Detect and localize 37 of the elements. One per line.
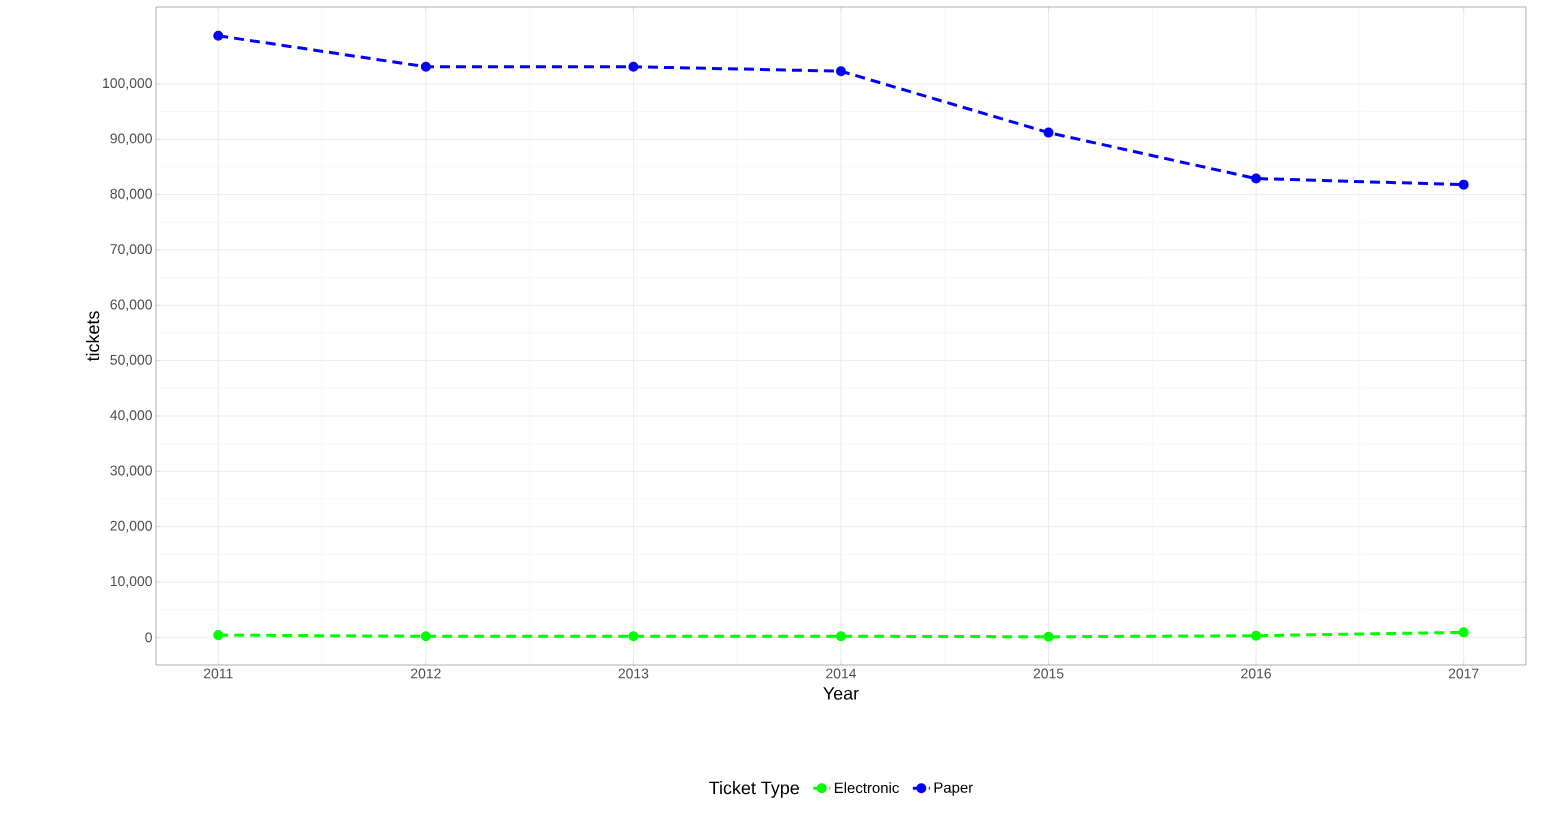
- x-tick-label: 2016: [1241, 668, 1271, 679]
- point: [835, 631, 846, 642]
- x-tick-label: 2014: [826, 668, 857, 679]
- legend-title: Ticket Type: [709, 781, 799, 798]
- legend-label: Electronic: [834, 782, 899, 794]
- y-tick-label: 10,000: [110, 576, 152, 588]
- point: [628, 631, 639, 642]
- y-tick-label: 40,000: [110, 410, 152, 422]
- y-tick-label: 60,000: [110, 299, 152, 312]
- point: [213, 630, 224, 641]
- y-axis-title: tickets: [86, 311, 100, 362]
- x-tick-label: 2015: [1033, 668, 1064, 679]
- x-tick-label: 2013: [618, 668, 649, 679]
- x-tick-label: 2011: [203, 668, 233, 679]
- y-tick-label: 70,000: [110, 244, 152, 256]
- x-axis-title: Year: [823, 687, 859, 700]
- y-tick-label: 80,000: [110, 188, 152, 201]
- y-tick-label: 20,000: [110, 520, 152, 533]
- y-tick-label: 90,000: [110, 133, 152, 146]
- x-tick-label: 2012: [411, 668, 441, 679]
- point: [420, 61, 431, 72]
- point: [1458, 627, 1469, 638]
- point: [835, 66, 846, 77]
- y-tick-label: 0: [145, 632, 152, 643]
- point: [213, 30, 224, 41]
- legend-label: Paper: [934, 782, 973, 796]
- y-tick-label: 30,000: [110, 465, 152, 478]
- point: [1251, 173, 1262, 184]
- y-tick-label: 50,000: [110, 354, 152, 367]
- x-tick-label: 2017: [1448, 668, 1479, 679]
- point: [1251, 630, 1262, 641]
- point: [1043, 127, 1054, 138]
- point: [420, 631, 431, 642]
- y-tick-label: 100,000: [103, 78, 152, 90]
- point: [628, 61, 639, 72]
- point: [1043, 631, 1054, 642]
- point: [1458, 179, 1469, 190]
